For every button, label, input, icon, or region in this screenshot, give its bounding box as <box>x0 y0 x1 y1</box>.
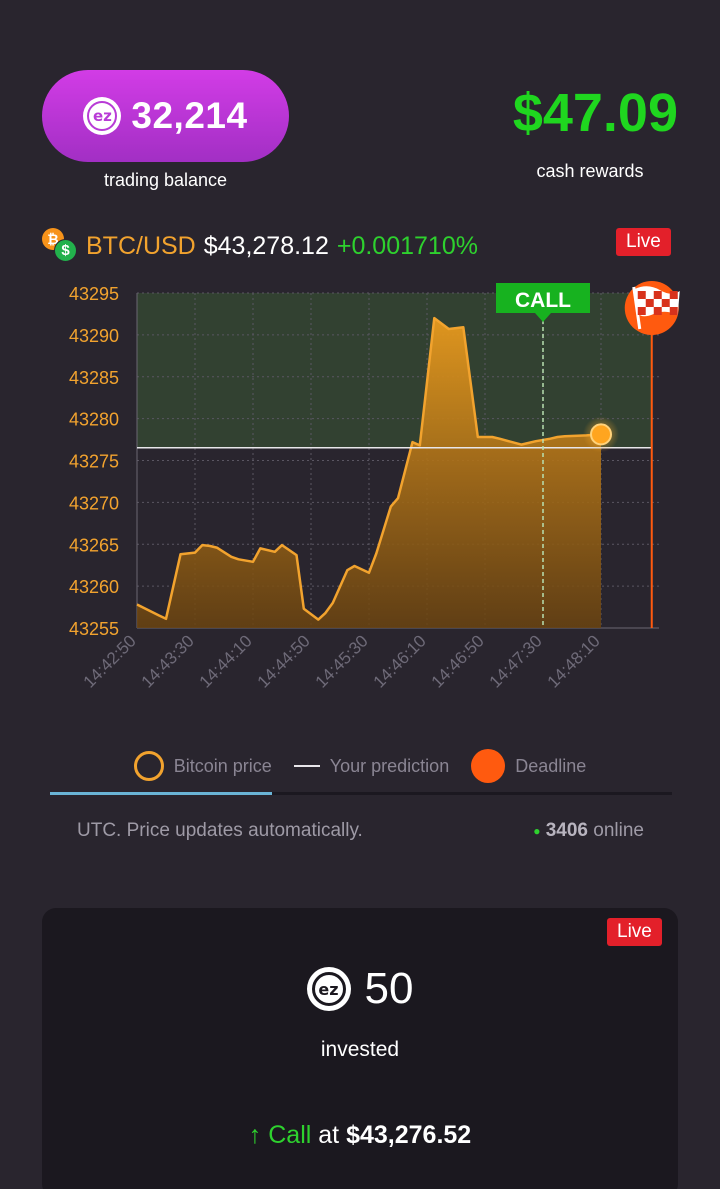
call-direction: Call <box>268 1121 312 1149</box>
price-chart: 43295 43290 43285 43280 43275 43270 43265 43260… <box>0 270 720 740</box>
trading-balance-label: trading balance <box>103 170 228 190</box>
y-tick-label: 43280 <box>69 410 119 430</box>
y-tick-label: 43275 <box>69 452 119 472</box>
x-tick-label: 14:46:10 <box>370 631 430 691</box>
call-at-text: at <box>318 1121 340 1149</box>
y-tick-label: 43265 <box>69 535 119 555</box>
x-tick-label: 14:45:30 <box>312 631 372 691</box>
current-price-dot <box>590 423 612 446</box>
flag-cloth <box>634 286 680 317</box>
position-card <box>42 908 678 1189</box>
prediction-legend-icon <box>293 765 320 767</box>
y-tick-label: 43260 <box>69 577 119 597</box>
call-entry-price: $43,276.52 <box>346 1121 472 1149</box>
dollar-icon: $ <box>54 239 77 262</box>
chart-legend: Bitcoin price Your prediction Deadline <box>0 745 720 787</box>
cash-rewards-value: $47.09 <box>512 83 678 143</box>
price-chart-svg: 43295 43290 43285 43280 43275 43270 43265 43260… <box>69 281 680 692</box>
flag-check <box>637 307 646 315</box>
position-live-badge: Live <box>607 918 662 946</box>
invested-row: ez 50 <box>0 964 720 1014</box>
flag-check <box>637 291 646 299</box>
flag-check <box>645 299 654 307</box>
trading-balance-value: 32,214 <box>131 95 248 136</box>
deadline-legend-icon <box>471 749 506 783</box>
flag-check <box>669 291 678 299</box>
x-tick-label: 14:48:10 <box>544 631 604 691</box>
y-tick-label: 43295 <box>69 284 119 304</box>
ticker-row: ₿ $ BTC/USD $43,278.12 +0.001710% <box>42 226 478 266</box>
legend-deadline: Deadline <box>515 755 587 776</box>
y-tick-label: 43270 <box>69 493 119 513</box>
ticker-pair: BTC/USD <box>86 231 196 260</box>
y-tick-label: 43255 <box>69 619 119 639</box>
trading-balance-pill[interactable]: ez 32,214 <box>42 70 289 162</box>
legend-bitcoin-price: Bitcoin price <box>173 755 272 776</box>
invested-amount: 50 <box>364 964 414 1013</box>
flag-check <box>653 291 662 299</box>
tab-indicator-active <box>50 792 272 795</box>
legend-your-prediction: Your prediction <box>329 755 450 776</box>
cash-rewards-label: cash rewards <box>536 161 644 181</box>
currency-pair-icon: ₿ $ <box>42 228 78 264</box>
utc-note: UTC. Price updates automatically. <box>77 820 363 841</box>
online-number: 3406 <box>545 820 588 841</box>
call-marker-label: CALL <box>515 289 571 312</box>
flag-pole <box>632 286 642 330</box>
ez-coin-icon: ez <box>83 97 122 135</box>
online-label: online <box>593 820 644 841</box>
online-dot-icon: ● <box>533 823 541 838</box>
tab-indicator-track <box>50 792 672 795</box>
x-tick-label: 14:46:50 <box>428 631 488 691</box>
ticker-price: $43,278.12 <box>203 231 329 260</box>
x-tick-label: 14:44:10 <box>196 631 256 691</box>
y-tick-label: 43290 <box>69 326 119 346</box>
ez-coin-icon: ez <box>306 967 351 1011</box>
ticker-change: +0.001710% <box>336 231 478 260</box>
flag-check <box>661 299 670 307</box>
invested-label: invested <box>320 1038 400 1061</box>
flag-check <box>653 307 662 315</box>
arrow-up-icon: ↑ <box>248 1121 262 1149</box>
checkered-flag-icon <box>632 286 680 330</box>
x-tick-label: 14:44:50 <box>254 631 314 691</box>
call-marker-flag <box>496 283 590 322</box>
x-tick-label: 14:47:30 <box>486 631 546 691</box>
call-zone <box>137 293 652 448</box>
y-tick-label: 43285 <box>69 368 119 388</box>
flag-check <box>669 307 678 315</box>
chart-live-badge: Live <box>616 228 671 256</box>
x-tick-label: 14:43:30 <box>138 631 198 691</box>
online-count: ● 3406 online <box>533 820 644 842</box>
call-summary: ↑ Call at $43,276.52 <box>0 1121 720 1150</box>
price-area <box>137 318 601 628</box>
price-line <box>136 316 602 621</box>
x-tick-label: 14:42:50 <box>80 631 140 691</box>
bitcoin-price-legend-icon <box>133 751 164 781</box>
